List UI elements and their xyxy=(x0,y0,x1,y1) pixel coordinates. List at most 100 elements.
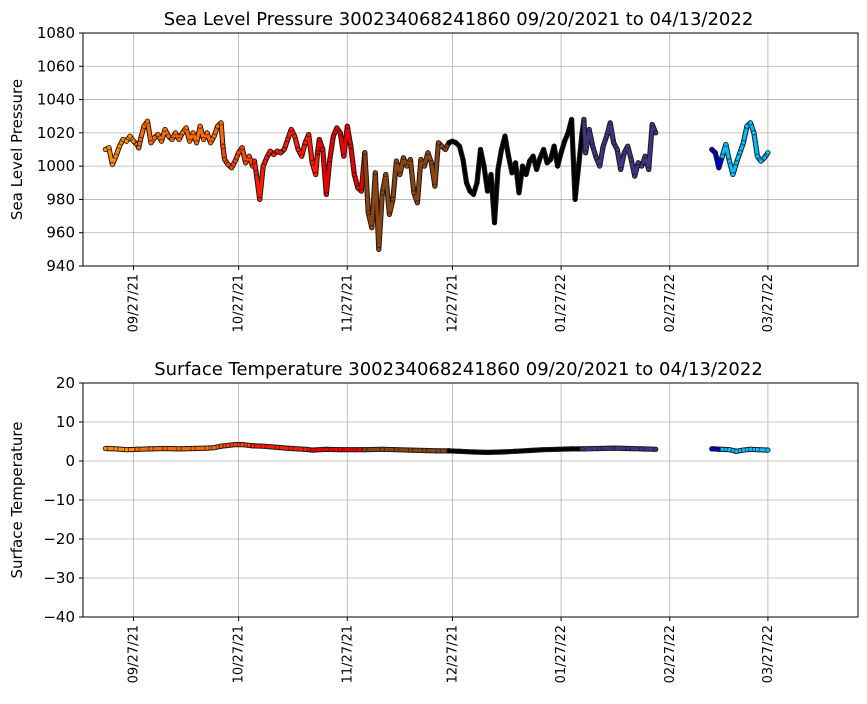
series-segment-5-line xyxy=(318,126,365,194)
data-point xyxy=(152,136,156,140)
x-tick-label: 03/27/22 xyxy=(761,625,776,683)
data-point xyxy=(335,126,339,130)
data-point xyxy=(622,151,626,155)
data-point xyxy=(513,161,517,165)
y-tick-label: −20 xyxy=(43,530,75,548)
data-point xyxy=(457,449,461,453)
data-point xyxy=(436,449,440,453)
data-point xyxy=(552,144,556,148)
data-point xyxy=(615,147,619,151)
data-point xyxy=(131,139,135,143)
data-point xyxy=(619,167,623,171)
data-point xyxy=(345,124,349,128)
data-point xyxy=(366,211,370,215)
data-point xyxy=(173,131,177,135)
data-point xyxy=(457,144,461,148)
data-point xyxy=(212,134,216,138)
data-point xyxy=(538,156,542,160)
data-point xyxy=(605,134,609,138)
data-point xyxy=(752,131,756,135)
data-point xyxy=(724,142,728,146)
data-point xyxy=(745,124,749,128)
y-tick-label: −10 xyxy=(43,491,75,509)
data-point xyxy=(261,444,265,448)
data-point xyxy=(710,147,714,151)
data-point xyxy=(734,161,738,165)
series-segment-6-line xyxy=(365,143,449,250)
data-point xyxy=(440,144,444,148)
data-point xyxy=(380,191,384,195)
y-tick-label: 1000 xyxy=(37,157,75,175)
y-tick-label: 980 xyxy=(46,190,75,208)
data-point xyxy=(636,161,640,165)
data-point xyxy=(415,201,419,205)
data-point xyxy=(594,156,598,160)
data-point xyxy=(727,448,731,452)
data-point xyxy=(727,159,731,163)
data-point xyxy=(138,137,142,141)
data-point xyxy=(114,447,118,451)
data-point xyxy=(464,181,468,185)
data-point xyxy=(293,134,297,138)
data-point xyxy=(626,446,630,450)
data-point xyxy=(499,450,503,454)
data-point xyxy=(307,132,311,136)
x-tick-label: 10/27/21 xyxy=(232,274,247,332)
x-tick-label: 01/27/22 xyxy=(554,625,569,683)
data-point xyxy=(163,446,167,450)
data-point xyxy=(205,131,209,135)
data-point xyxy=(647,167,651,171)
x-tick-label: 12/27/21 xyxy=(445,274,460,332)
data-point xyxy=(513,449,517,453)
data-point xyxy=(755,154,759,158)
data-point xyxy=(215,124,219,128)
data-point xyxy=(717,166,721,170)
data-point xyxy=(443,147,447,151)
data-point xyxy=(629,157,633,161)
data-point xyxy=(156,132,160,136)
data-point xyxy=(240,146,244,150)
chart-title: Surface Temperature 300234068241860 09/2… xyxy=(154,359,763,380)
x-tick-label: 11/27/21 xyxy=(340,625,355,683)
data-point xyxy=(373,171,377,175)
data-point xyxy=(562,139,566,143)
data-point xyxy=(580,447,584,451)
data-point xyxy=(387,212,391,216)
series-segment-8-line xyxy=(582,448,656,449)
data-point xyxy=(219,444,223,448)
data-point xyxy=(275,445,279,449)
data-point xyxy=(748,447,752,451)
data-point xyxy=(191,446,195,450)
data-point xyxy=(650,122,654,126)
data-point xyxy=(436,141,440,145)
data-point xyxy=(517,191,521,195)
data-point xyxy=(286,137,290,141)
data-point xyxy=(177,137,181,141)
data-point xyxy=(489,172,493,176)
data-point xyxy=(363,448,367,452)
data-point xyxy=(422,448,426,452)
data-point xyxy=(527,448,531,452)
data-point xyxy=(566,131,570,135)
data-point xyxy=(741,141,745,145)
data-point xyxy=(713,151,717,155)
data-point xyxy=(363,151,367,155)
data-point xyxy=(503,134,507,138)
data-point xyxy=(205,446,209,450)
data-point xyxy=(324,192,328,196)
data-point xyxy=(433,184,437,188)
data-point xyxy=(478,147,482,151)
data-point xyxy=(258,197,262,201)
data-point xyxy=(531,154,535,158)
data-point xyxy=(289,446,293,450)
data-point xyxy=(261,164,265,168)
y-tick-label: 1060 xyxy=(37,57,75,75)
data-point xyxy=(541,147,545,151)
data-point xyxy=(419,157,423,161)
data-point xyxy=(485,189,489,193)
data-point xyxy=(520,164,524,168)
data-point xyxy=(731,172,735,176)
data-point xyxy=(510,171,514,175)
data-point xyxy=(405,164,409,168)
